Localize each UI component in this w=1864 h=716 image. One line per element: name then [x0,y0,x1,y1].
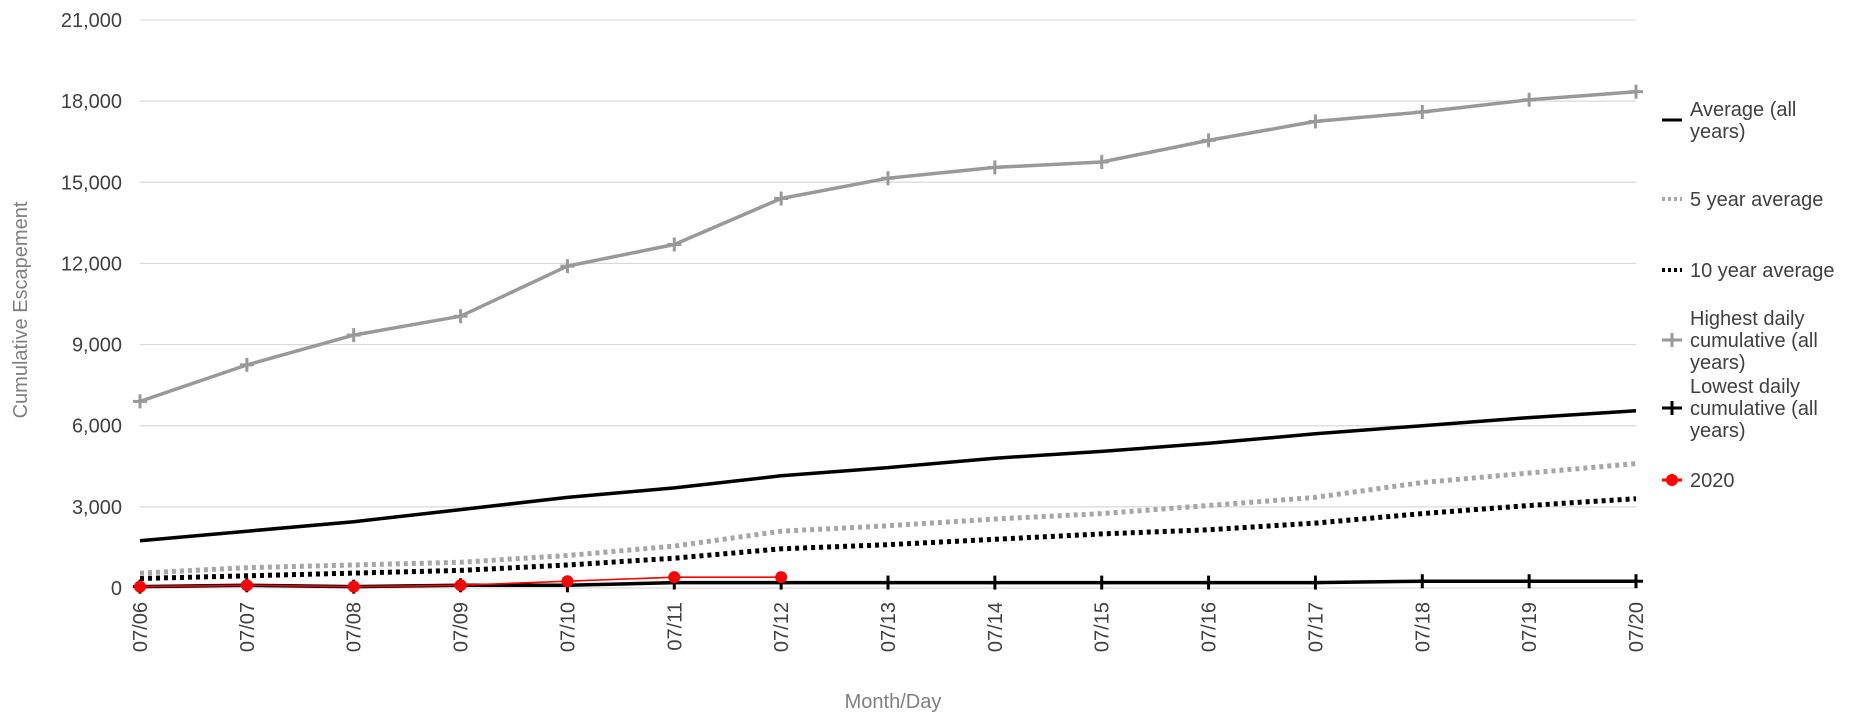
data-point-marker [1629,574,1643,589]
y-tick-label: 0 [111,578,122,600]
series-1 [139,461,1637,576]
x-tick-label: 07/15 [1092,602,1114,652]
y-tick-label: 18,000 [61,91,122,113]
x-tick-label: 07/09 [451,602,473,652]
data-point-marker [239,357,254,372]
legend-item: 5 year average [1662,189,1823,211]
legend-item: 10 year average [1662,260,1835,282]
data-point-marker [1308,114,1323,129]
x-tick-label: 07/14 [985,602,1007,652]
series-2 [139,496,1637,581]
series-4 [133,574,1643,594]
data-point-marker [561,575,574,588]
series-5 [134,571,788,593]
data-point-marker [987,575,1002,590]
y-axis-title: Cumulative Escapement [10,201,32,418]
data-point-marker [1308,575,1323,590]
data-point-marker [346,328,361,343]
data-point-marker [774,191,789,206]
data-point-marker [1415,574,1430,589]
data-point-marker [454,579,467,592]
data-point-marker [453,309,468,324]
x-axis-ticks: 07/06 07/07 07/08 07/09 07/10 07/11 07/12 07/13… [130,602,1648,652]
data-point-marker [347,580,360,593]
legend-label: years) [1690,121,1746,143]
data-point-marker [1629,84,1643,99]
y-tick-label: 9,000 [72,335,122,357]
x-tick-label: 07/07 [237,602,259,652]
series-0 [139,409,1637,543]
data-point-marker [881,171,895,186]
series-layer [133,84,1643,594]
x-tick-label: 07/17 [1305,602,1327,652]
legend-item: 2020 [1662,470,1735,492]
legend-label: years) [1690,352,1746,374]
data-point-marker [1094,155,1109,169]
x-tick-label: 07/19 [1519,602,1541,652]
x-tick-label: 07/06 [130,602,152,652]
data-point-marker [987,160,1002,175]
legend-label: 10 year average [1690,260,1835,282]
data-point-marker [240,579,253,592]
x-tick-label: 07/11 [664,602,686,651]
legend-label: cumulative (all [1690,398,1818,420]
y-tick-label: 21,000 [61,10,122,32]
gridlines [140,19,1636,589]
y-tick-label: 6,000 [72,416,122,438]
legend-marker [1666,474,1678,486]
data-point-marker [667,237,682,252]
data-point-marker [560,259,575,274]
series-line [139,461,1637,576]
y-tick-label: 12,000 [61,253,122,275]
data-point-marker [1522,574,1537,589]
legend-label: Highest daily [1690,308,1805,330]
x-tick-label: 07/08 [344,602,366,652]
data-point-marker [1094,575,1109,590]
legend-label: cumulative (all [1690,330,1818,352]
series-line [139,409,1637,543]
data-point-marker [1201,133,1216,148]
series-line [139,89,1637,404]
legend-label: 5 year average [1690,189,1823,211]
legend-label: 2020 [1690,470,1735,492]
x-tick-label: 07/16 [1199,602,1221,652]
y-tick-label: 3,000 [72,497,122,519]
y-axis-ticks: 0 3,000 6,000 9,000 12,000 15,000 18,000 21,000 [61,10,122,600]
x-tick-label: 07/10 [557,602,579,652]
data-point-marker [668,571,681,584]
series-3 [133,84,1643,409]
legend-label: Average (all [1690,99,1796,121]
data-point-marker [1201,575,1216,590]
series-line [139,496,1637,581]
data-point-marker [134,580,146,593]
legend-label: Lowest daily [1690,376,1800,398]
x-axis-title: Month/Day [845,691,942,713]
x-tick-label: 07/13 [878,602,900,652]
data-point-marker [1415,104,1430,119]
data-point-marker [775,571,788,584]
legend-label: years) [1690,420,1746,442]
x-tick-label: 07/18 [1412,602,1434,652]
data-point-marker [133,394,147,409]
y-tick-label: 15,000 [61,172,122,194]
x-tick-label: 07/12 [771,602,793,652]
x-tick-label: 07/20 [1626,602,1648,652]
data-point-marker [881,575,895,590]
data-point-marker [1522,92,1537,107]
